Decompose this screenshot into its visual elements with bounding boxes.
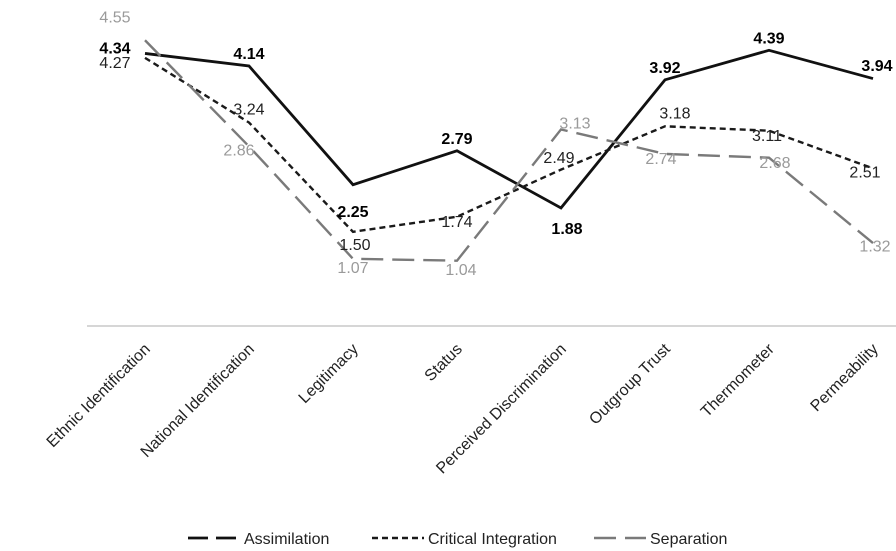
- data-label-assimilation: 3.92: [649, 60, 680, 77]
- data-label-assimilation: 4.39: [753, 31, 784, 48]
- x-tick-label: Ethnic Identification: [44, 341, 154, 451]
- data-label-separation: 1.04: [445, 262, 476, 279]
- data-label-assimilation: 4.14: [233, 46, 264, 63]
- data-label-separation: 2.86: [223, 143, 254, 160]
- data-label-assimilation: 3.94: [861, 58, 892, 75]
- data-label-separation: 3.13: [559, 116, 590, 133]
- data-label-critical-integration: 4.27: [99, 55, 130, 72]
- data-label-separation: 4.55: [99, 9, 130, 26]
- data-label-assimilation: 2.79: [441, 131, 472, 148]
- data-label-critical-integration: 2.51: [849, 165, 880, 182]
- data-label-assimilation: 2.25: [337, 204, 368, 221]
- data-label-assimilation: 1.88: [551, 221, 582, 238]
- data-label-critical-integration: 3.18: [659, 106, 690, 123]
- x-tick-label: Permeability: [808, 341, 882, 415]
- data-label-separation: 2.68: [759, 155, 790, 172]
- data-label-critical-integration: 1.74: [441, 214, 472, 231]
- series-line-assimilation: [144, 48, 874, 210]
- data-label-separation: 1.32: [859, 238, 890, 255]
- x-tick-label: Thermometer: [698, 340, 778, 420]
- data-label-critical-integration: 3.24: [233, 102, 264, 119]
- data-label-critical-integration: 2.49: [543, 150, 574, 167]
- data-label-critical-integration: 1.50: [339, 237, 370, 254]
- data-label-assimilation: 4.34: [99, 41, 130, 58]
- x-tick-label: Outgroup Trust: [586, 340, 674, 428]
- x-tick-label: Status: [422, 341, 466, 385]
- series-line-critical-integration: [144, 56, 874, 234]
- data-label-separation: 2.74: [645, 151, 676, 168]
- data-label-separation: 1.07: [337, 260, 368, 277]
- x-tick-label: Legitimacy: [296, 341, 362, 407]
- legend: Assimilation Critical Integration Separati…: [188, 531, 727, 548]
- series-line-separation: [144, 39, 874, 262]
- legend-label-separation: Separation: [650, 531, 727, 548]
- data-labels: 4.34 4.14 2.25 2.79 1.88 3.92 4.39 3.94 4.27 3.24…: [99, 9, 892, 278]
- data-label-critical-integration: 3.11: [752, 128, 782, 145]
- plot-lines: [144, 39, 874, 262]
- legend-label-critical-integration: Critical Integration: [428, 531, 557, 548]
- x-tick-label: National Identification: [138, 341, 258, 461]
- legend-label-assimilation: Assimilation: [244, 531, 329, 548]
